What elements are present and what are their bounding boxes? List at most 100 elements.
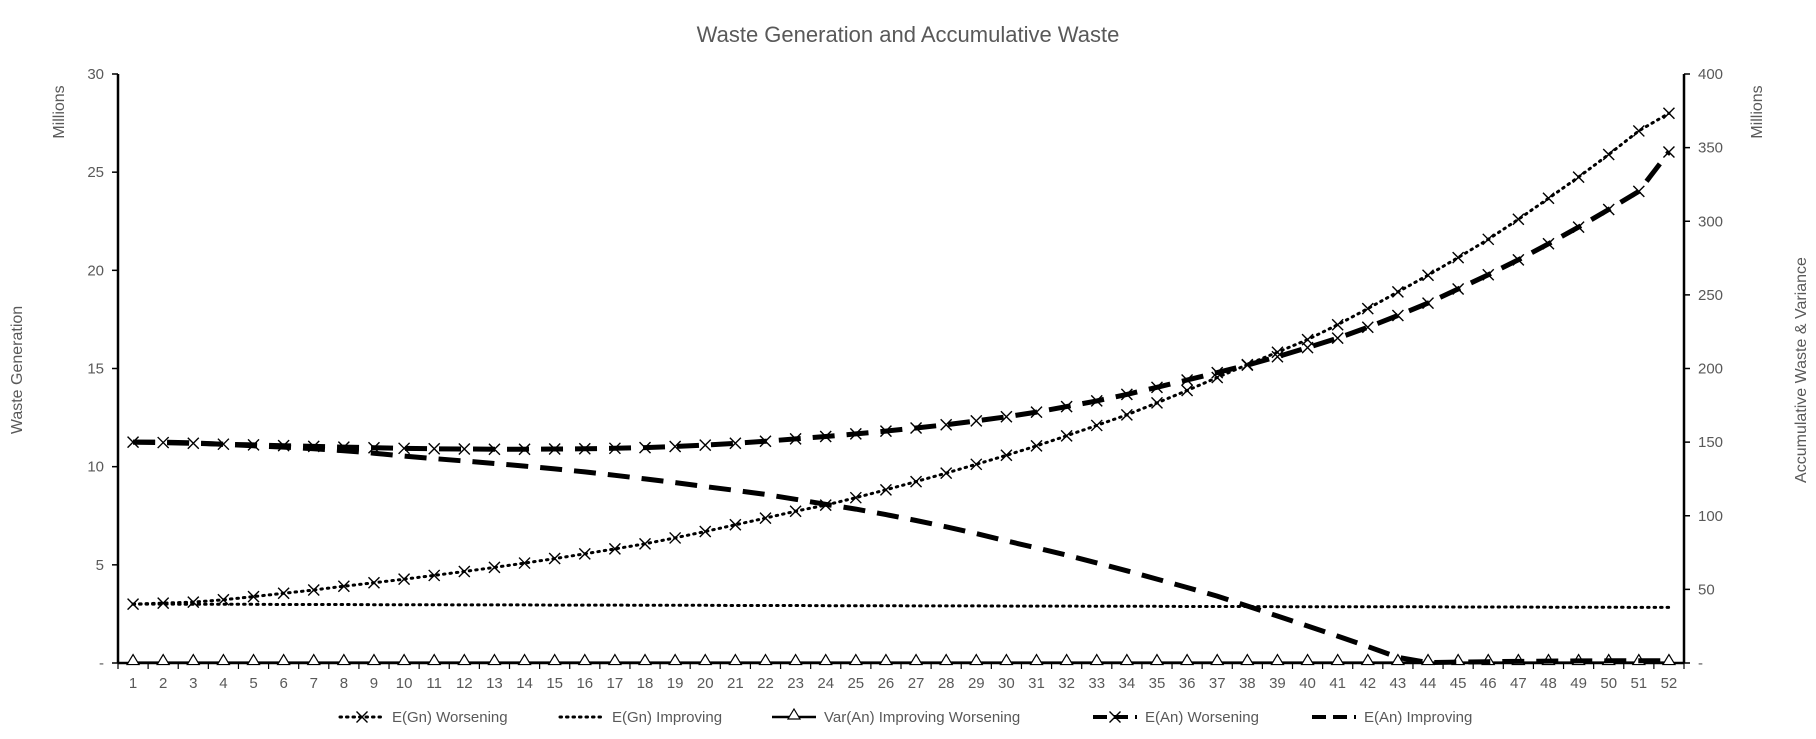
- data-point: [1361, 302, 1374, 315]
- data-point: [1150, 396, 1163, 409]
- data-point: [277, 587, 290, 600]
- data-point: [1210, 653, 1225, 666]
- legend-item: E(Gn) Worsening: [338, 709, 508, 726]
- data-point: [125, 653, 141, 666]
- series-3: [127, 146, 1675, 456]
- data-point: [1271, 350, 1284, 363]
- data-point: [729, 437, 742, 450]
- legend-label: E(An) Improving: [1364, 709, 1472, 726]
- data-point: [1361, 321, 1374, 334]
- data-point: [729, 518, 742, 531]
- x-tick-label: 52: [1661, 675, 1678, 692]
- left-tick-label: 5: [96, 557, 104, 574]
- data-point: [608, 542, 621, 555]
- data-point: [337, 580, 350, 593]
- data-point: [1000, 449, 1013, 462]
- x-tick-label: 25: [847, 675, 864, 692]
- data-point: [336, 653, 351, 666]
- data-point: [910, 475, 923, 488]
- data-point: [1000, 410, 1013, 423]
- data-point: [1662, 107, 1675, 120]
- left-axis-label: Waste Generation: [9, 306, 26, 434]
- x-tick-label: 49: [1570, 675, 1587, 692]
- data-point: [457, 653, 472, 666]
- data-point: [1030, 406, 1043, 419]
- x-tick-label: 3: [189, 675, 197, 692]
- data-point: [940, 467, 953, 480]
- data-point: [819, 430, 832, 443]
- legend-marker: [1109, 711, 1121, 723]
- data-point: [669, 531, 682, 544]
- axes: [116, 74, 1686, 665]
- left-tick-label: 10: [87, 459, 104, 476]
- x-tick-label: 9: [370, 675, 378, 692]
- x-tick-label: 48: [1540, 675, 1557, 692]
- x-tick-label: 30: [998, 675, 1015, 692]
- legend-marker: [356, 711, 368, 723]
- data-point: [187, 596, 200, 609]
- data-point: [247, 590, 260, 603]
- right-tick-label: 400: [1698, 66, 1723, 83]
- data-point: [1602, 203, 1615, 216]
- data-point: [699, 525, 712, 538]
- x-tick-label: 13: [486, 675, 503, 692]
- x-tick-label: 41: [1329, 675, 1346, 692]
- right-tick-label: 250: [1698, 287, 1723, 304]
- data-point: [970, 414, 983, 427]
- data-point: [699, 439, 712, 452]
- x-tick-label: 7: [310, 675, 318, 692]
- series-0: [127, 107, 1675, 611]
- data-point: [1059, 653, 1074, 666]
- data-point: [518, 557, 531, 570]
- x-tick-label: 22: [757, 675, 774, 692]
- data-point: [607, 653, 622, 666]
- right-tick-label: 150: [1698, 434, 1723, 451]
- data-point: [669, 440, 682, 453]
- data-point: [789, 432, 802, 445]
- data-point: [157, 597, 170, 610]
- data-point: [366, 653, 382, 666]
- data-point: [1090, 419, 1103, 432]
- data-point: [608, 442, 621, 455]
- data-point: [547, 653, 562, 666]
- data-point: [1512, 253, 1525, 266]
- data-point: [1300, 653, 1315, 666]
- data-point: [1360, 653, 1375, 666]
- data-point: [639, 441, 652, 454]
- data-point: [849, 427, 862, 440]
- x-tick-label: 40: [1299, 675, 1316, 692]
- x-tick-label: 19: [667, 675, 684, 692]
- data-point: [1512, 213, 1525, 226]
- x-tick-label: 17: [607, 675, 624, 692]
- data-point: [1119, 653, 1134, 666]
- data-point: [668, 653, 683, 666]
- data-point: [1662, 146, 1675, 159]
- plot-series: [125, 107, 1676, 666]
- x-tick-label: 34: [1119, 675, 1136, 692]
- data-point: [1029, 653, 1044, 666]
- left-axis-ticks: - 5 10 15 20 25 30: [87, 66, 118, 672]
- data-point: [307, 583, 320, 596]
- x-tick-label: 37: [1209, 675, 1226, 692]
- data-point: [879, 483, 892, 496]
- legend-label: E(Gn) Worsening: [392, 709, 508, 726]
- series-line: [131, 602, 1671, 609]
- left-tick-label: 15: [87, 361, 104, 378]
- data-point: [1422, 297, 1435, 310]
- data-point: [849, 491, 862, 504]
- legend-item: E(An) Improving: [1312, 709, 1472, 726]
- series-2: [125, 653, 1676, 666]
- data-point: [637, 653, 653, 666]
- data-point: [367, 576, 380, 589]
- left-axis-unit: Millions: [51, 85, 68, 138]
- x-tick-label: 50: [1600, 675, 1617, 692]
- data-point: [1661, 653, 1676, 666]
- x-tick-label: 20: [697, 675, 714, 692]
- data-point: [276, 653, 291, 666]
- data-point: [1089, 653, 1104, 666]
- data-point: [127, 436, 140, 449]
- data-point: [639, 537, 652, 550]
- data-point: [1149, 653, 1165, 666]
- right-axis-label: Accumulative Waste & Variance: [1793, 257, 1810, 483]
